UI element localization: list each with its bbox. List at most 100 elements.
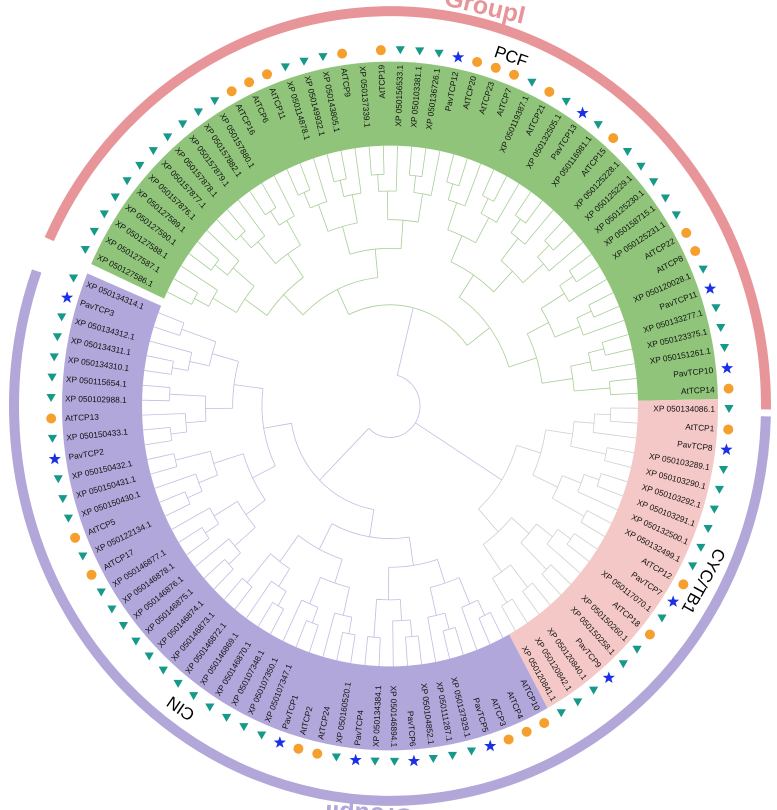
branch: [342, 226, 351, 255]
branch: [348, 304, 468, 346]
branch: [244, 298, 268, 316]
triangle-marker-icon: [696, 543, 706, 552]
branch: [557, 528, 572, 540]
branch: [228, 538, 241, 554]
branch: [570, 361, 591, 367]
tree-branches: [142, 145, 638, 667]
branch: [371, 173, 385, 176]
star-marker-icon: [576, 106, 589, 119]
circle-marker-icon: [226, 86, 237, 97]
branch: [342, 631, 356, 636]
branch: [569, 253, 592, 272]
branch: [198, 474, 218, 484]
branch: [282, 599, 303, 642]
branch: [232, 267, 255, 287]
groupII-ring: [9, 269, 771, 806]
branch: [291, 423, 374, 510]
branch: [399, 599, 402, 621]
leaf-label: AtTCP9: [339, 67, 353, 98]
triangle-marker-icon: [47, 434, 58, 443]
triangle-marker-icon: [299, 57, 309, 66]
star-marker-icon: [273, 736, 286, 748]
branch: [511, 517, 530, 534]
branch: [303, 192, 311, 209]
triangle-marker-icon: [632, 645, 642, 654]
branch: [525, 200, 543, 224]
circle-marker-icon: [46, 413, 57, 424]
branch: [181, 328, 216, 343]
triangle-marker-icon: [593, 121, 603, 130]
branch: [601, 473, 628, 483]
branch: [577, 491, 618, 511]
branch: [429, 587, 437, 616]
branch: [437, 559, 446, 584]
circle-marker-icon: [70, 532, 81, 543]
branch: [261, 182, 277, 208]
branch: [593, 305, 620, 318]
circle-marker-icon: [608, 133, 619, 144]
leaf-label: XP 050134384.1: [371, 685, 384, 747]
branch: [480, 213, 497, 223]
branch: [184, 413, 188, 433]
star-marker-icon: [484, 739, 497, 752]
triangle-marker-icon: [561, 97, 571, 106]
branch: [482, 544, 503, 573]
branch: [205, 523, 219, 534]
branch: [242, 577, 253, 588]
leaf-label: PavTCP8: [677, 438, 714, 453]
branch: [224, 559, 234, 570]
branch: [413, 175, 417, 193]
circle-marker-icon: [690, 246, 701, 257]
branch: [184, 491, 191, 505]
branch: [591, 363, 635, 372]
branch: [265, 207, 277, 216]
branch: [574, 533, 598, 550]
branch: [596, 473, 602, 487]
branch: [510, 564, 528, 588]
branch: [501, 605, 516, 631]
branch: [159, 491, 186, 503]
triangle-marker-icon: [698, 265, 708, 274]
branch: [277, 591, 287, 606]
triangle-marker-icon: [57, 313, 67, 322]
triangle-marker-icon: [96, 588, 106, 597]
branch: [548, 241, 584, 272]
triangle-marker-icon: [711, 304, 721, 313]
star-marker-icon: [48, 452, 61, 465]
branch: [562, 475, 582, 484]
branch: [461, 599, 479, 608]
branch: [271, 580, 287, 592]
branch: [544, 219, 565, 241]
branch: [236, 286, 255, 313]
branch: [559, 285, 570, 302]
branch: [593, 432, 637, 439]
branch: [415, 422, 502, 481]
branch: [588, 348, 604, 354]
branch: [170, 431, 187, 435]
triangle-marker-icon: [221, 713, 232, 722]
triangle-marker-icon: [649, 178, 659, 187]
triangle-marker-icon: [63, 514, 74, 523]
branch: [592, 413, 595, 433]
branch: [596, 485, 623, 497]
triangle-marker-icon: [58, 495, 68, 504]
branch: [605, 348, 633, 356]
groupII-label: GroupII: [325, 799, 415, 810]
branch: [524, 209, 554, 245]
branch: [537, 245, 550, 258]
triangle-marker-icon: [415, 47, 425, 56]
branch: [458, 274, 474, 298]
branch: [450, 261, 494, 293]
branch: [319, 523, 333, 550]
branch: [604, 460, 632, 468]
branch: [278, 568, 290, 587]
circle-marker-icon: [375, 45, 386, 56]
circle-marker-icon: [262, 69, 273, 80]
triangle-marker-icon: [68, 274, 79, 283]
branch: [286, 220, 301, 246]
triangle-marker-icon: [331, 753, 341, 762]
triangle-marker-icon: [80, 245, 90, 254]
branch: [287, 253, 304, 278]
branch: [522, 263, 544, 284]
triangle-marker-icon: [709, 505, 719, 514]
